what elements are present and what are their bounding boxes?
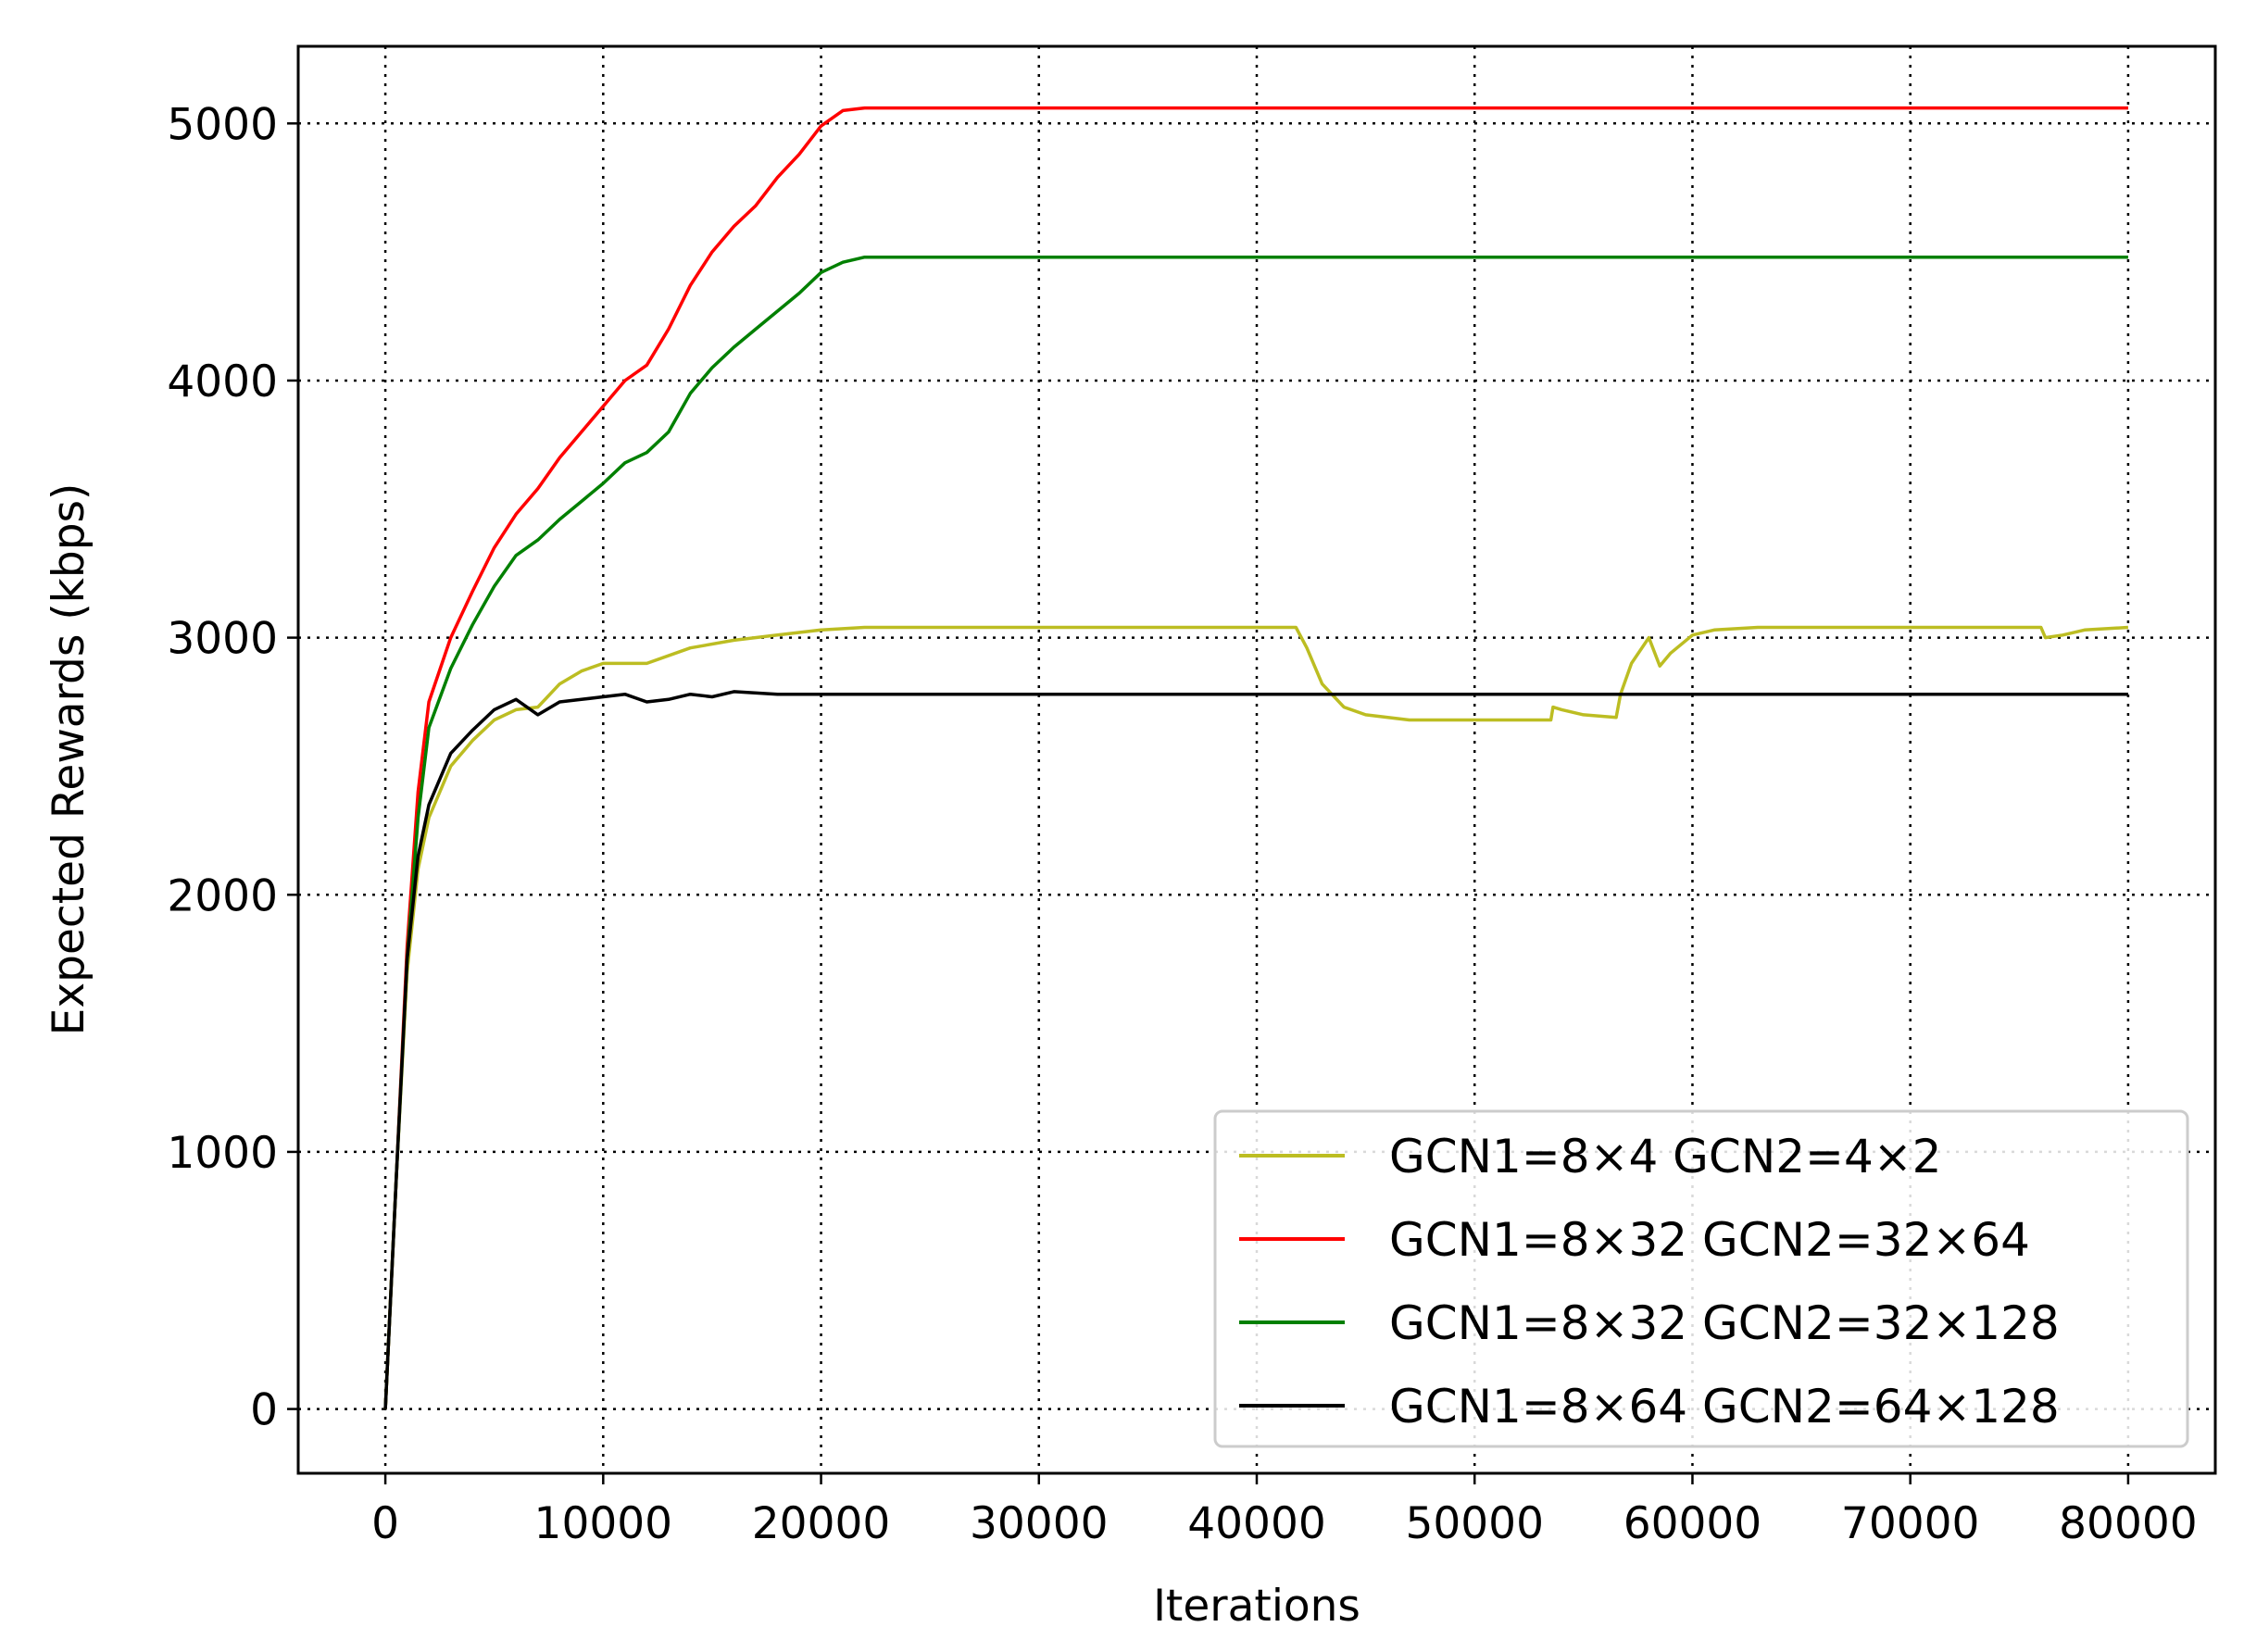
series-line [383,690,2128,1409]
axis-ticks: 0 10000 20000 30000 40000 50000 60000 70000 8000… [167,99,2197,1549]
legend-box [1213,1109,2189,1448]
legend-label: GCN1=8×4 GCN2=4×2 [1389,1130,1941,1183]
series-line [383,255,2128,1409]
x-tick-label: 70000 [1841,1498,1980,1549]
x-tick-label: 10000 [534,1498,673,1549]
y-tick-label: 0 [250,1385,278,1436]
x-tick-label: 20000 [752,1498,891,1549]
y-tick-label: 2000 [167,870,278,921]
grid [298,46,2215,1473]
x-tick-label: 30000 [970,1498,1109,1549]
plot-lines [383,106,2129,1409]
y-tick-label: 4000 [167,357,278,407]
y-tick-label: 3000 [167,614,278,665]
y-tick-label: 5000 [167,99,278,150]
legend-label: GCN1=8×32 GCN2=32×64 [1389,1213,2030,1267]
legend-label: GCN1=8×32 GCN2=32×128 [1389,1296,2060,1350]
y-axis-label: Expected Rewards (kbps) [44,483,94,1036]
x-tick-label: 40000 [1187,1498,1326,1549]
x-tick-label: 80000 [2059,1498,2198,1549]
x-tick-label: 60000 [1623,1498,1762,1549]
x-tick-label: 0 [371,1498,399,1549]
x-axis-label: Iterations [1153,1581,1360,1632]
legend-label: GCN1=8×64 GCN2=64×128 [1389,1380,2060,1433]
legend: GCN1=8×4 GCN2=4×2 GCN1=8×32 GCN2=32×64 GCN… [1213,1109,2189,1448]
y-tick-label: 1000 [167,1128,278,1179]
series-line [383,625,2129,1409]
x-tick-label: 50000 [1405,1498,1544,1549]
series-line [383,106,2128,1409]
